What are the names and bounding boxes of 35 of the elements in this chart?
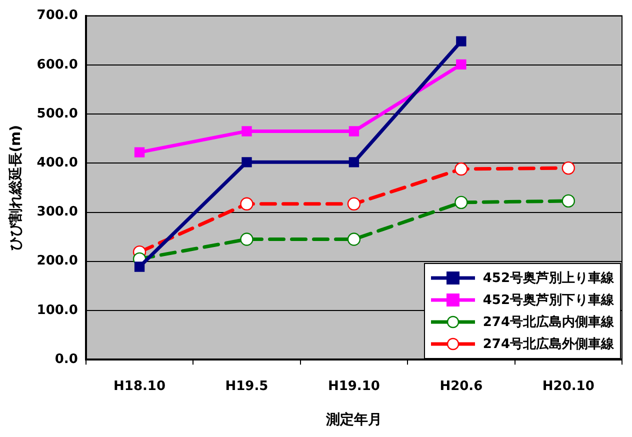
legend-label: 274号北広島内側車線 — [482, 314, 614, 331]
y-tick-label: 200.0 — [36, 254, 78, 269]
point — [454, 196, 468, 210]
y-tick-label: 400.0 — [36, 156, 78, 171]
x-tick-label: H19.5 — [225, 378, 268, 394]
y-tick-label: 0.0 — [54, 352, 78, 367]
point — [240, 232, 254, 246]
y-tick-label: 100.0 — [36, 302, 78, 318]
point — [562, 161, 575, 175]
x-tick-label: H20.6 — [440, 378, 483, 394]
point — [456, 36, 466, 46]
point — [454, 162, 468, 176]
point — [240, 197, 254, 211]
point — [242, 157, 252, 168]
point — [242, 126, 252, 136]
point — [456, 59, 466, 70]
x-tick-label: H20.10 — [542, 378, 594, 394]
point — [134, 262, 145, 272]
point — [347, 197, 361, 211]
y-tick-label: 300.0 — [36, 204, 78, 220]
y-tick-label: 600.0 — [36, 57, 78, 72]
x-tick-label: H19.10 — [328, 378, 380, 394]
y-tick-label: 700.0 — [36, 8, 78, 24]
point — [348, 126, 360, 136]
point — [348, 157, 360, 168]
y-axis-title: ひび割れ総延長(m) — [7, 125, 24, 250]
x-axis-title: 測定年月 — [324, 411, 382, 428]
point — [562, 194, 575, 208]
point — [134, 147, 145, 158]
point — [347, 232, 361, 246]
y-tick-label: 500.0 — [36, 106, 78, 122]
x-tick-label: H18.10 — [114, 378, 166, 394]
legend-label: 452号奥芦別下り車線 — [482, 292, 614, 309]
legend-label: 274号北広島外側車線 — [482, 336, 614, 353]
legend-label: 452号奥芦別上り車線 — [482, 270, 614, 287]
